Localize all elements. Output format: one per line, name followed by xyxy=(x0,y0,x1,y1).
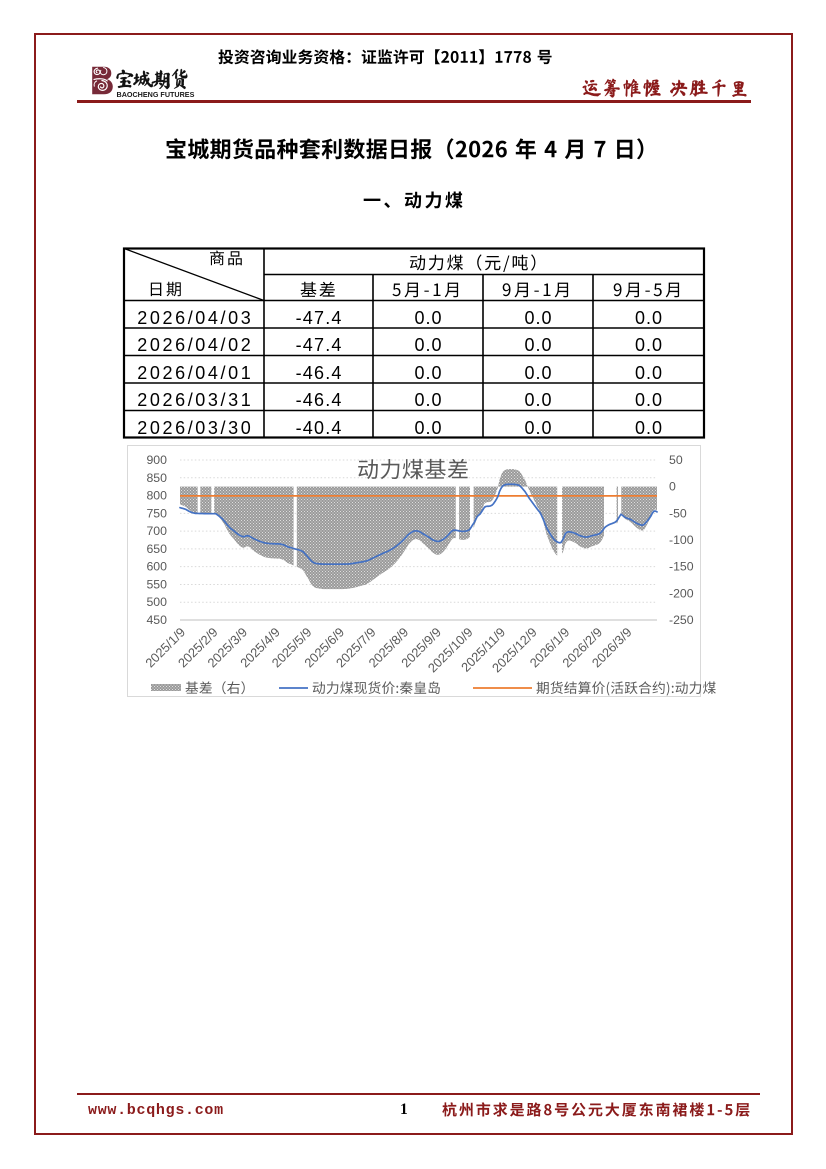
svg-text:750: 750 xyxy=(146,506,167,520)
svg-text:-50: -50 xyxy=(669,506,687,520)
svg-text:900: 900 xyxy=(146,453,167,467)
svg-text:850: 850 xyxy=(146,471,167,485)
svg-text:-250: -250 xyxy=(669,613,694,627)
svg-text:450: 450 xyxy=(146,613,167,627)
svg-text:-150: -150 xyxy=(669,560,694,574)
svg-text:800: 800 xyxy=(146,489,167,503)
svg-text:-100: -100 xyxy=(669,533,694,547)
svg-text:500: 500 xyxy=(146,595,167,609)
svg-text:-200: -200 xyxy=(669,586,694,600)
svg-text:0: 0 xyxy=(669,480,676,494)
svg-text:600: 600 xyxy=(146,560,167,574)
svg-text:550: 550 xyxy=(146,577,167,591)
svg-text:50: 50 xyxy=(669,453,683,467)
svg-text:700: 700 xyxy=(146,524,167,538)
svg-text:650: 650 xyxy=(146,542,167,556)
